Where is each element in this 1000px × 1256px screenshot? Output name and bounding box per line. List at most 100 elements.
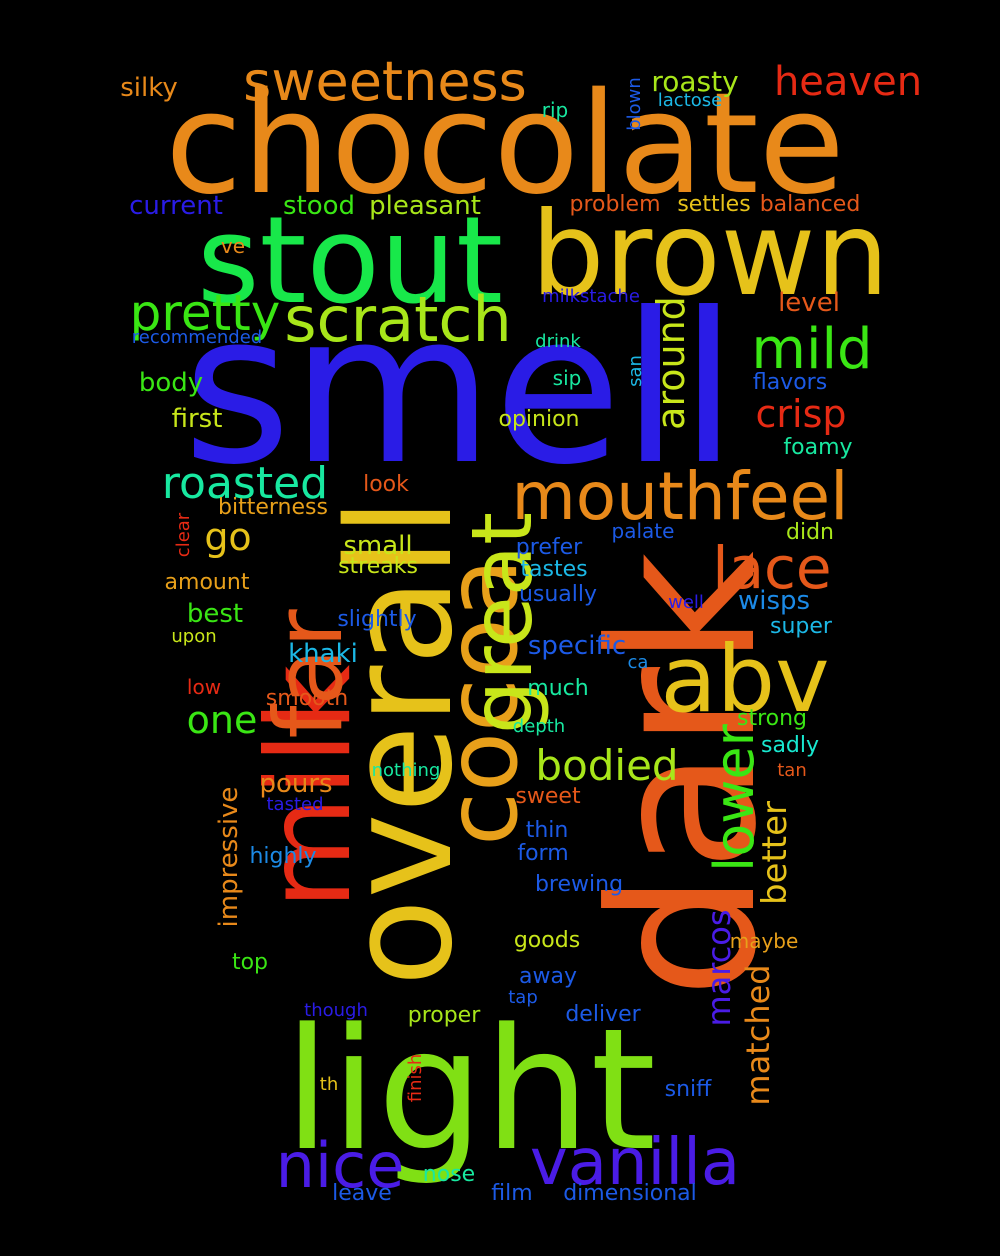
word-first: first	[171, 404, 223, 434]
word-settles: settles	[677, 192, 751, 217]
word-light: light	[283, 992, 657, 1188]
word-proper: proper	[407, 1003, 481, 1028]
word-pleasant: pleasant	[369, 191, 481, 221]
word-maybe: maybe	[729, 929, 799, 953]
word-abv: abv	[660, 626, 830, 733]
word-slightly: slightly	[337, 607, 417, 632]
word-opinion: opinion	[498, 407, 580, 432]
word-tasted: tasted	[266, 794, 324, 815]
word-rip: rip	[541, 98, 569, 122]
word-heaven: heaven	[773, 59, 923, 105]
word-amount: amount	[164, 570, 250, 595]
word-low: low	[186, 675, 222, 699]
word-ve: ve	[220, 234, 246, 258]
word-look: look	[363, 472, 409, 497]
word-th: th	[319, 1074, 339, 1095]
word-nice: nice	[275, 1129, 405, 1202]
word-sip: sip	[552, 366, 582, 390]
word-ca: ca	[627, 652, 649, 673]
word-pours: pours	[259, 769, 333, 799]
word-usually: usually	[518, 582, 598, 607]
word-though: though	[304, 1000, 368, 1021]
word-much: much	[527, 676, 589, 701]
word-away: away	[519, 964, 577, 989]
word-current: current	[129, 191, 223, 221]
word-recommended: recommended	[131, 327, 263, 348]
word-lace: lace	[712, 534, 832, 602]
word-stout: stout	[196, 192, 504, 331]
word-dimensional: dimensional	[563, 1181, 697, 1206]
word-specific: specific	[527, 631, 627, 661]
word-highly: highly	[249, 844, 317, 869]
word-silky: silky	[120, 73, 178, 103]
word-stood: stood	[282, 191, 356, 221]
word-chocolate: chocolate	[165, 63, 845, 226]
word-sweet: sweet	[515, 784, 581, 809]
word-foamy: foamy	[783, 435, 853, 460]
word-thin: thin	[525, 818, 569, 843]
word-sniff: sniff	[664, 1077, 712, 1102]
word-one: one	[186, 698, 258, 742]
word-tastes: tastes	[520, 557, 588, 582]
word-bitterness: bitterness	[218, 495, 328, 520]
word-pretty: pretty	[129, 284, 281, 342]
word-form: form	[517, 841, 569, 866]
word-smooth: smooth	[265, 686, 349, 711]
word-matched: matched	[739, 964, 777, 1106]
word-mouthfeel: mouthfeel	[511, 458, 849, 535]
word-well: well	[668, 592, 704, 613]
word-palate: palate	[611, 519, 675, 543]
word-streaks: streaks	[338, 554, 418, 579]
word-nothing: nothing	[371, 760, 441, 781]
word-brown: brown	[530, 187, 890, 322]
word-blown: blown	[624, 77, 645, 131]
word-balanced: balanced	[759, 192, 861, 217]
word-leave: leave	[332, 1181, 392, 1206]
word-body: body	[138, 368, 204, 398]
word-roasted: roasted	[161, 458, 329, 509]
word-vanilla: vanilla	[529, 1126, 741, 1200]
word-tan: tan	[777, 760, 807, 781]
word-brewing: brewing	[534, 872, 624, 897]
word-strong: strong	[736, 706, 808, 731]
word-clear: clear	[173, 512, 194, 558]
word-san: san	[625, 355, 646, 387]
word-mild: mild	[751, 317, 873, 382]
word-tap: tap	[508, 987, 538, 1008]
word-marcos: marcos	[700, 909, 738, 1027]
word-smell: smell	[182, 269, 738, 511]
word-deliver: deliver	[565, 1002, 641, 1027]
word-small: small	[343, 531, 413, 561]
word-lactose: lactose	[657, 90, 723, 111]
word-flavors: flavors	[752, 370, 828, 395]
word-wisps: wisps	[737, 586, 811, 616]
word-nose: nose	[422, 1162, 476, 1187]
word-upon: upon	[171, 626, 217, 647]
word-problem: problem	[569, 192, 661, 217]
word-around: around	[649, 296, 693, 430]
word-sadly: sadly	[760, 733, 820, 758]
word-film: film	[491, 1181, 533, 1206]
word-go: go	[204, 515, 252, 559]
word-prefer: prefer	[515, 535, 583, 560]
word-goods: goods	[513, 928, 581, 953]
word-super: super	[770, 614, 832, 639]
word-milkstache: milkstache	[542, 286, 640, 307]
word-top: top	[231, 950, 269, 975]
word-bodied: bodied	[535, 741, 679, 790]
word-best: best	[186, 599, 244, 629]
word-scratch: scratch	[284, 283, 512, 356]
word-impressive: impressive	[214, 786, 244, 928]
word-khaki: khaki	[288, 639, 358, 669]
word-didn: didn	[786, 520, 834, 545]
word-better: better	[755, 800, 795, 906]
word-finish: finish	[405, 1053, 426, 1103]
word-sweetness: sweetness	[243, 50, 527, 113]
word-drink: drink	[535, 331, 581, 352]
word-lower: lower	[703, 724, 766, 872]
word-depth: depth	[512, 716, 566, 737]
word-roasty: roasty	[651, 65, 739, 98]
word-level: level	[778, 288, 840, 318]
word-crisp: crisp	[755, 392, 847, 436]
